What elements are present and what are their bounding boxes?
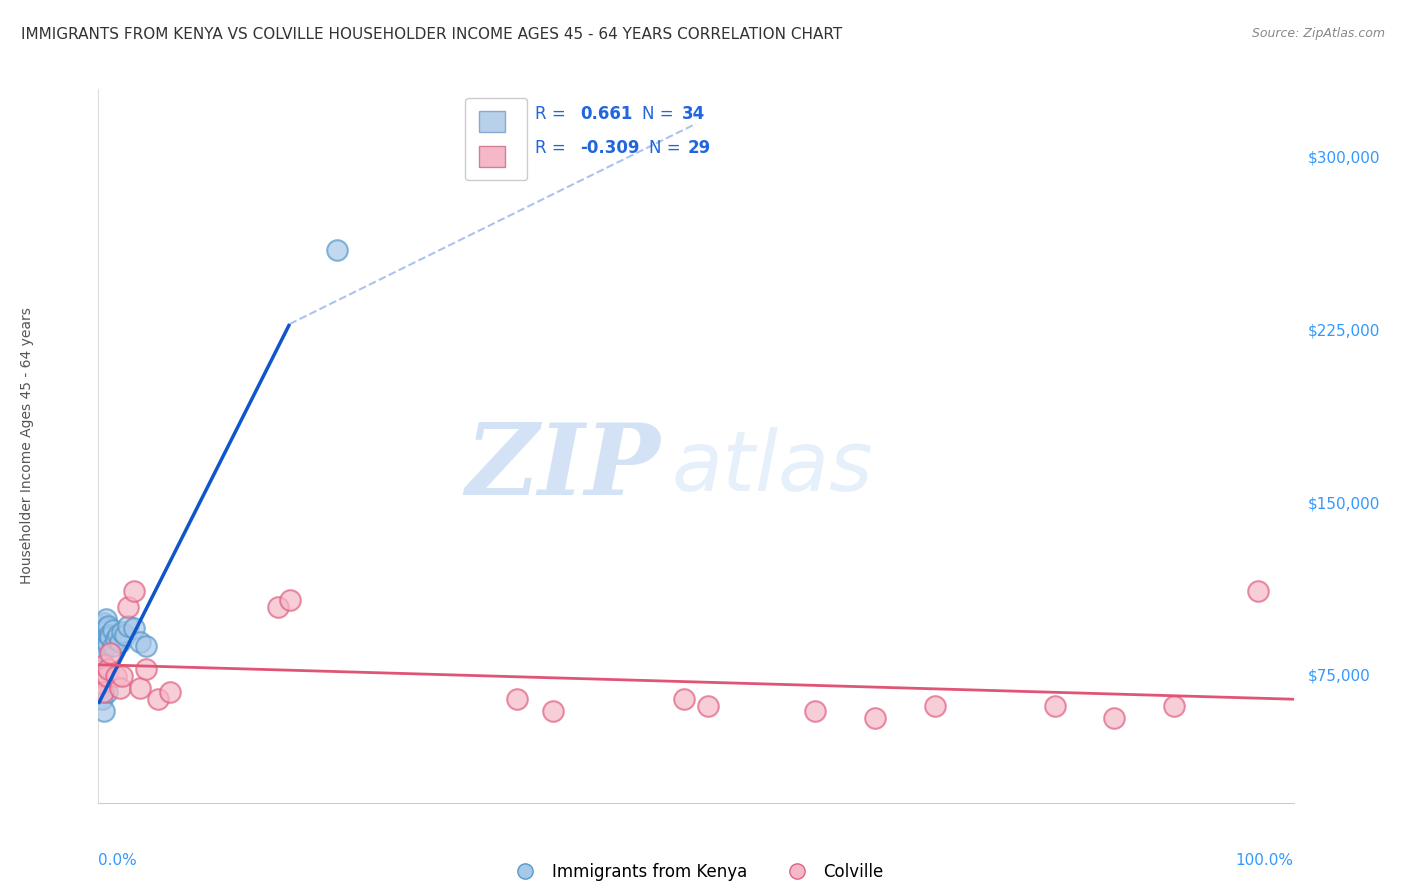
Point [91, 692, 114, 706]
Point [108, 634, 131, 648]
Point [326, 244, 349, 258]
Point [105, 632, 128, 647]
Point [1163, 699, 1185, 714]
Text: 100.0%: 100.0% [1236, 853, 1294, 868]
Point [91, 641, 114, 656]
Text: 0.661: 0.661 [581, 105, 633, 123]
Point [91, 623, 114, 637]
Text: $150,000: $150,000 [1308, 496, 1379, 511]
Point [924, 699, 946, 714]
Point [96, 621, 118, 635]
Text: N =: N = [643, 105, 679, 123]
Point [91, 628, 114, 642]
Text: R =: R = [534, 105, 571, 123]
Point [90, 623, 112, 637]
Point [129, 634, 152, 648]
Text: 34: 34 [682, 105, 704, 123]
Point [94, 625, 117, 640]
Point [93, 616, 115, 631]
Point [97, 618, 120, 632]
Point [90, 676, 112, 690]
Point [111, 669, 134, 683]
Point [101, 640, 124, 654]
Text: $75,000: $75,000 [1308, 669, 1371, 683]
Text: ZIP: ZIP [465, 419, 661, 516]
Point [89, 618, 111, 632]
Point [91, 634, 114, 648]
Point [124, 621, 146, 635]
Text: 29: 29 [688, 139, 711, 157]
Point [90, 681, 112, 695]
Text: atlas: atlas [672, 427, 873, 508]
Point [98, 628, 121, 642]
Point [98, 646, 122, 660]
Text: Source: ZipAtlas.com: Source: ZipAtlas.com [1251, 27, 1385, 40]
Text: 0.0%: 0.0% [98, 853, 138, 868]
Point [1102, 711, 1125, 725]
Point [93, 704, 115, 718]
Point [107, 628, 129, 642]
Point [97, 637, 120, 651]
Text: N =: N = [650, 139, 686, 157]
Point [91, 630, 114, 644]
Text: $225,000: $225,000 [1308, 324, 1379, 338]
Point [91, 644, 114, 658]
Text: R =: R = [534, 139, 571, 157]
Point [804, 704, 827, 718]
Point [117, 600, 139, 615]
Point [96, 685, 118, 699]
Text: $300,000: $300,000 [1308, 151, 1379, 166]
Point [98, 630, 122, 644]
Point [124, 584, 146, 599]
Point [267, 600, 290, 615]
Point [506, 692, 529, 706]
Point [91, 685, 114, 699]
Point [278, 593, 301, 607]
Point [108, 681, 131, 695]
Point [91, 669, 114, 683]
Point [105, 669, 128, 683]
Point [148, 692, 170, 706]
Point [114, 628, 136, 642]
Point [97, 662, 120, 676]
Text: Householder Income Ages 45 - 64 years: Householder Income Ages 45 - 64 years [20, 308, 34, 584]
Point [159, 685, 181, 699]
Point [111, 625, 134, 640]
Point [541, 704, 564, 718]
Point [117, 618, 139, 632]
Point [93, 632, 115, 647]
Point [101, 623, 124, 637]
Text: IMMIGRANTS FROM KENYA VS COLVILLE HOUSEHOLDER INCOME AGES 45 - 64 YEARS CORRELAT: IMMIGRANTS FROM KENYA VS COLVILLE HOUSEH… [21, 27, 842, 42]
Point [1246, 584, 1268, 599]
Point [90, 640, 112, 654]
Point [96, 669, 118, 683]
Point [135, 640, 157, 654]
Point [93, 657, 115, 672]
Point [863, 711, 886, 725]
Point [673, 692, 696, 706]
Point [1043, 699, 1066, 714]
Text: -0.309: -0.309 [581, 139, 640, 157]
Legend: Immigrants from Kenya, Colville: Immigrants from Kenya, Colville [502, 856, 890, 888]
Point [697, 699, 720, 714]
Point [135, 662, 157, 676]
Point [94, 612, 117, 626]
Point [129, 681, 152, 695]
